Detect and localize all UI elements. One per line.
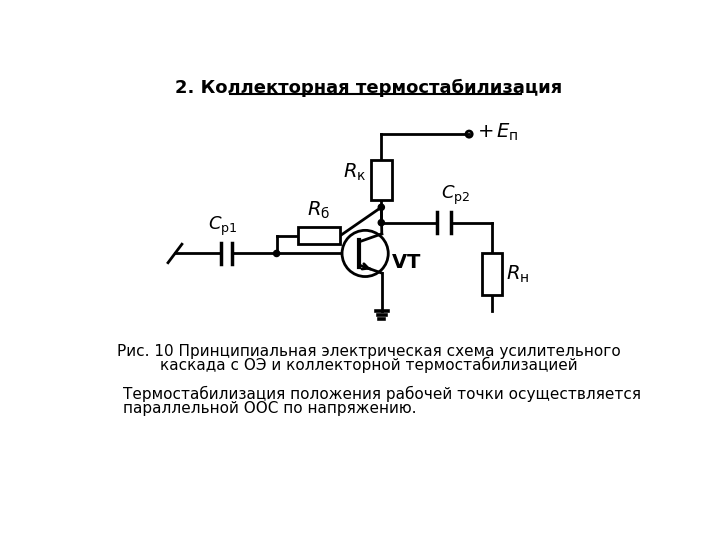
Text: $C_{\rm р1}$: $C_{\rm р1}$ xyxy=(208,215,238,238)
Bar xyxy=(482,253,503,295)
Text: параллельной ООС по напряжению.: параллельной ООС по напряжению. xyxy=(122,402,416,416)
Circle shape xyxy=(274,251,279,256)
Text: Рис. 10 Принципиальная электрическая схема усилительного: Рис. 10 Принципиальная электрическая схе… xyxy=(117,344,621,359)
Text: каскада с ОЭ и коллекторной термостабилизацией: каскада с ОЭ и коллекторной термостабили… xyxy=(160,357,578,373)
Text: $R_{\rm к}$: $R_{\rm к}$ xyxy=(343,162,366,183)
Circle shape xyxy=(378,220,384,226)
Text: 2. Коллекторная термостабилизация: 2. Коллекторная термостабилизация xyxy=(176,79,562,97)
Text: $C_{\rm р2}$: $C_{\rm р2}$ xyxy=(441,184,470,207)
Text: $\bf{VT}$: $\bf{VT}$ xyxy=(392,253,422,272)
Bar xyxy=(298,227,340,244)
Text: $R_{\rm н}$: $R_{\rm н}$ xyxy=(506,264,529,285)
Text: Термостабилизация положения рабочей точки осуществляется: Термостабилизация положения рабочей точк… xyxy=(122,386,641,402)
Bar xyxy=(371,160,392,200)
Text: $+\,E_{\rm п}$: $+\,E_{\rm п}$ xyxy=(477,122,518,143)
Circle shape xyxy=(378,204,384,210)
Text: $R_{\rm б}$: $R_{\rm б}$ xyxy=(307,200,330,221)
